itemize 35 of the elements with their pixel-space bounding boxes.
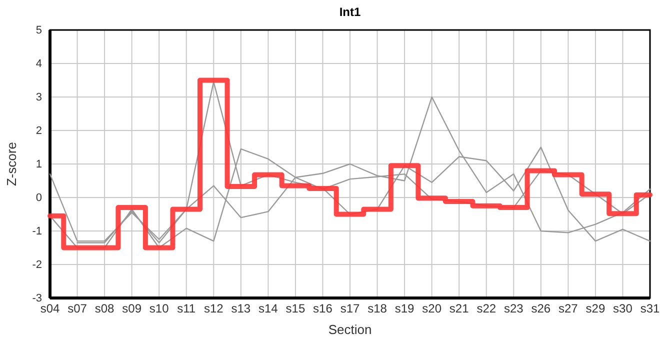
x-tick-label: s15 <box>286 302 306 316</box>
x-tick-label: s19 <box>394 302 415 316</box>
y-tick-label: 4 <box>36 58 42 70</box>
x-tick-label: s31 <box>640 302 660 316</box>
x-tick-label: s20 <box>422 302 442 316</box>
x-tick-label: s11 <box>177 302 196 316</box>
x-tick-label: s12 <box>204 302 224 316</box>
x-axis-title: Section <box>328 322 372 337</box>
x-tick-label: s13 <box>231 302 251 316</box>
x-tick-label: s07 <box>68 302 88 316</box>
x-tick-label: s04 <box>40 302 60 316</box>
y-tick-label: -2 <box>32 259 42 272</box>
x-tick-label: s10 <box>149 302 170 316</box>
x-tick-label: s29 <box>586 302 606 316</box>
x-tick-label: s14 <box>258 302 278 316</box>
y-tick-label: 3 <box>36 92 42 104</box>
x-tick-label: s30 <box>613 302 633 316</box>
x-tick-label: s18 <box>368 302 388 316</box>
y-tick-label: -3 <box>32 292 42 305</box>
x-tick-label: s21 <box>449 302 470 316</box>
y-axis-title: Z-score <box>4 142 19 186</box>
x-tick-label: s08 <box>94 302 115 316</box>
x-tick-label: s09 <box>122 302 142 316</box>
x-tick-label: s23 <box>504 302 524 316</box>
y-tick-label: 5 <box>36 24 42 37</box>
y-tick-label: 0 <box>36 192 42 204</box>
x-tick-label: s22 <box>476 302 496 316</box>
y-tick-label: 2 <box>36 125 42 138</box>
x-tick-label: s17 <box>340 302 360 316</box>
x-tick-label: s27 <box>558 302 578 316</box>
x-tick-label: s26 <box>531 302 551 316</box>
y-tick-label: -1 <box>32 226 42 238</box>
chart-title: Int1 <box>339 5 361 19</box>
x-tick-label: s16 <box>313 302 333 316</box>
y-tick-label: 1 <box>36 158 42 171</box>
